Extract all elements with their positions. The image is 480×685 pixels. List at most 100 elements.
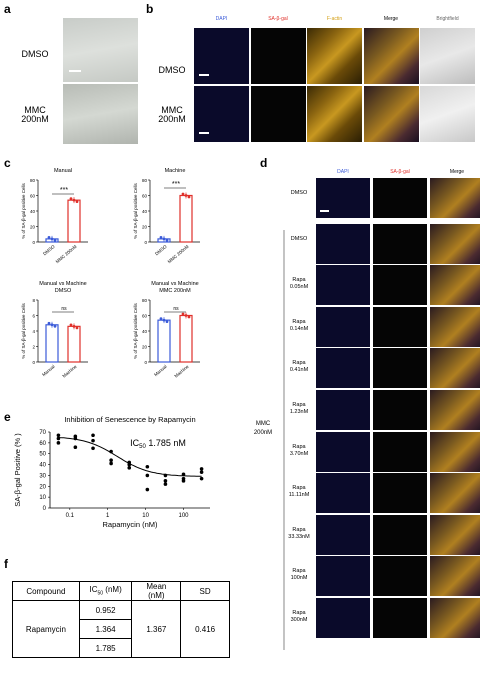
panel-d-col-2: Merge (449, 169, 465, 175)
bar-chart-1-ylabel: % of SA-β-gal positive Cells (133, 182, 138, 238)
bar-1-1 (179, 194, 193, 243)
panel-e-point-26 (199, 476, 204, 481)
datapoint-3-1-0 (181, 312, 185, 316)
panel-e-point-18 (163, 482, 168, 486)
panel-e-title: Inhibition of Senescence by Rapamycin (64, 415, 195, 424)
micrograph-b-r0-c3 (363, 28, 419, 84)
panel-a-row-dmso: DMSO (21, 49, 49, 59)
panel-d-row-label-4: Rapa 0.41nM (289, 360, 309, 374)
panel-d-group-label: MMC 200nM (253, 421, 273, 436)
table-cell-sd: 0.416 (180, 600, 230, 658)
panel-e-point-9 (109, 458, 113, 463)
micrograph-b-r0-c0 (194, 28, 249, 84)
panel-e-xtick-label-0: 0.1 (66, 513, 75, 519)
datapoint-2-1-0 (69, 323, 73, 327)
micrograph-d-r0-c0 (316, 178, 370, 218)
micrograph-d-r10-c0 (316, 598, 370, 638)
panel-e-point-7 (91, 446, 95, 451)
panel-letter-d: d (260, 156, 268, 170)
datapoint-0-0-1 (50, 237, 54, 241)
datapoint-1-1-1 (184, 194, 188, 197)
panel-d-row-label-6: Rapa 3.70nM (289, 443, 309, 457)
micrograph-d-r2-c1 (373, 265, 427, 306)
panel-e-ytick-label-2: 20 (39, 484, 46, 490)
bar-chart-1-ytick-label-0: 0 (144, 240, 147, 245)
bar-chart-0-ytick-label-1: 20 (30, 224, 36, 229)
micrograph-d-r6-c0 (316, 431, 370, 472)
micrograph-d-r3-c1 (373, 306, 427, 347)
bar-chart-2-ytick-label-2: 4 (32, 329, 35, 334)
micrograph-d-r0-c2 (430, 178, 480, 218)
micrograph-d-r4-c2 (430, 348, 480, 389)
bar-chart-0-xtick-0: DMSO (42, 244, 56, 257)
datapoint-1-0-1 (162, 237, 166, 241)
bar-chart-1-ytick-label-1: 20 (142, 224, 148, 229)
micrograph-d-r0-c1 (373, 178, 427, 218)
micrograph-b-r1-c1 (250, 86, 306, 142)
panel-e-xtick-label-2: 10 (142, 513, 149, 519)
micrograph-d-r6-c1 (373, 431, 427, 472)
bar-chart-1: Machine 0 20 40 60 80 % of SA-β-gal positive C… (133, 168, 200, 264)
micrograph-d-r5-c1 (373, 390, 427, 430)
bar-chart-3-ytick-label-2: 40 (142, 329, 148, 334)
panel-e-point-13 (127, 466, 132, 470)
panel-d-row-label-0: DMSO (290, 190, 308, 196)
panel-d-row-label-3: Rapa 0.14nM (289, 318, 309, 332)
panel-b-col-0: DAPI (215, 16, 228, 22)
datapoint-0-1-1 (72, 198, 76, 202)
micrograph-d-r3-c2 (430, 306, 480, 347)
panel-d-row-label-9: Rapa 100nM (290, 568, 308, 582)
micrograph-d-r8-c2 (430, 514, 480, 555)
panel-e-point-14 (127, 462, 132, 467)
bar-3-1 (179, 314, 193, 363)
panel-e-point-24 (199, 467, 204, 471)
panel-e-ytick-label-1: 10 (39, 495, 46, 501)
bar-chart-3-ytick-label-3: 60 (142, 313, 148, 318)
panel-d-row-label-2: Rapa 0.05nM (289, 277, 309, 291)
panel-e-point-19 (163, 473, 168, 478)
bar-chart-3-xtick-1: Machine (173, 364, 190, 379)
micrograph-d-r1-c1 (373, 223, 427, 264)
bar-chart-1-ytick-label-4: 80 (142, 178, 148, 183)
micrograph-b-r0-c1 (250, 28, 306, 84)
bar-chart-2-ytick-label-1: 2 (32, 344, 35, 349)
micrograph-d-r4-c0 (316, 348, 370, 389)
micrograph-d-r4-c1 (373, 348, 427, 389)
micrograph-b-r1-c2 (307, 86, 362, 142)
datapoint-0-0-0 (47, 236, 51, 239)
micrograph-d-r9-c0 (316, 556, 370, 597)
datapoint-2-1-2 (75, 326, 79, 330)
micrograph-b-r0-c4 (420, 28, 475, 84)
micrograph-b-r0-c2 (307, 28, 362, 84)
micrograph-d-r5-c2 (430, 390, 480, 430)
panel-d-row-label-10: Rapa 300nM (290, 610, 308, 623)
panel-e-point-6 (91, 438, 95, 443)
bar-chart-2-xtick-1: Machine (61, 364, 78, 379)
bar-chart-2-ytick-label-0: 0 (32, 360, 35, 365)
bar-chart-3-ytick-label-4: 80 (142, 298, 148, 303)
micrograph-d-r7-c1 (373, 473, 427, 514)
micrograph-b-r1-c0 (194, 86, 249, 142)
bar-chart-3-ytick-label-0: 0 (144, 360, 147, 365)
panel-e-point-1 (56, 433, 61, 438)
bar-2-0 (45, 324, 59, 363)
datapoint-3-1-2 (187, 315, 191, 319)
panel-letter-b: b (146, 2, 154, 16)
panel-e-point-8 (91, 433, 95, 438)
bar-chart-2-xtick-0: Manual (41, 364, 56, 377)
datapoint-0-1-2 (75, 200, 79, 204)
bar-chart-3-sig: ns (173, 306, 179, 312)
bar-3-0 (157, 319, 171, 363)
panel-e-xlabel: Rapamycin (nM) (102, 520, 158, 529)
panel-e-point-15 (145, 464, 150, 469)
micrograph-a-mmc (63, 84, 138, 144)
bar-chart-3-title-line-0: Manual vs Machine (151, 281, 198, 287)
table-header-sd: SD (180, 581, 230, 601)
datapoint-3-0-1 (162, 318, 166, 322)
panel-e-xtick-label-3: 100 (179, 513, 190, 519)
bar-chart-1-xtick-0: DMSO (154, 244, 168, 257)
micrograph-d-r7-c0 (316, 473, 370, 514)
datapoint-2-0-1 (50, 323, 54, 327)
